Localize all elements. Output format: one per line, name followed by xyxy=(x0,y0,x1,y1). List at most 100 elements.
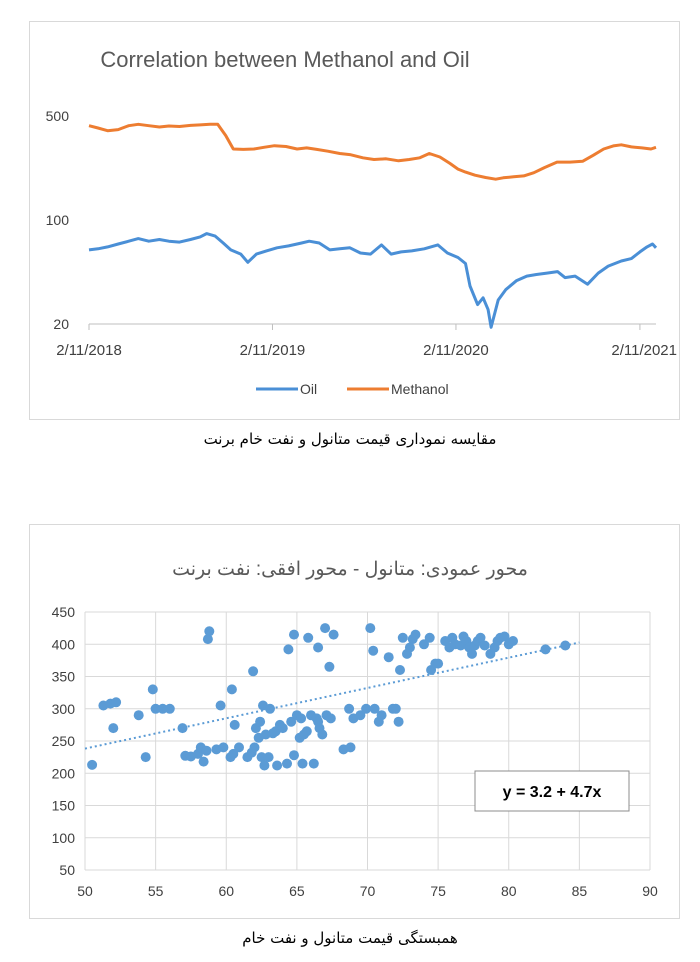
legend-label: Methanol xyxy=(391,381,449,397)
scatter-point xyxy=(204,626,215,637)
scatter-point xyxy=(313,642,324,653)
scatter-point xyxy=(248,666,259,677)
equation-box-frame xyxy=(474,770,630,812)
scatter-point xyxy=(328,629,339,640)
y-tick-label: 300 xyxy=(52,701,76,717)
x-tick-label: 50 xyxy=(77,883,93,899)
line-chart-axes: 500 100 20 2/11/2018 2/11/2019 2/11/2020 2/11/… xyxy=(46,108,677,359)
trendline-equation-box: y = 3.2 + 4.7x xyxy=(474,770,630,812)
scatter-point xyxy=(479,640,490,651)
series-line-oil xyxy=(88,232,658,329)
scatter-point xyxy=(218,742,229,753)
scatter-chart-gridlines xyxy=(84,611,651,871)
scatter-chart-axes: 50 100 150 200 250 300 350 400 450 50 55 60 65 70 75 80… xyxy=(52,604,658,899)
line-chart-panel: Correlation between Methanol and Oil 500… xyxy=(29,21,680,420)
y-tick-label: 500 xyxy=(46,108,70,124)
scatter-point xyxy=(234,742,244,753)
line-chart-series xyxy=(88,122,658,329)
legend-item-oil[interactable]: Oil xyxy=(256,381,317,397)
y-tick-label: 50 xyxy=(59,862,75,878)
scatter-point xyxy=(317,729,328,740)
x-tick-label: 2/11/2020 xyxy=(423,342,489,359)
line-chart-caption: مقایسه نموداری قیمت متانول و نفت خام برن… xyxy=(203,430,497,448)
x-tick-label: 85 xyxy=(572,883,588,899)
scatter-point xyxy=(272,760,283,771)
scatter-point xyxy=(404,642,415,653)
legend-label: Oil xyxy=(300,381,317,397)
trendline-equation: y = 3.2 + 4.7x xyxy=(503,784,602,801)
y-tick-label: 20 xyxy=(53,316,69,332)
scatter-point xyxy=(229,719,240,730)
scatter-point xyxy=(540,644,551,655)
scatter-point xyxy=(475,632,486,643)
y-tick-label: 150 xyxy=(52,798,76,814)
x-tick-label: 55 xyxy=(148,883,164,899)
x-tick-label: 2/11/2018 xyxy=(56,342,122,359)
scatter-chart-points xyxy=(87,623,571,771)
x-tick-label: 60 xyxy=(218,883,234,899)
scatter-point xyxy=(320,623,331,634)
scatter-point xyxy=(147,684,158,695)
scatter-point xyxy=(397,632,408,643)
y-tick-label: 100 xyxy=(52,830,76,846)
scatter-point xyxy=(228,748,239,759)
y-tick-label: 400 xyxy=(52,636,76,652)
y-tick-label: 450 xyxy=(52,604,76,620)
scatter-point xyxy=(560,640,571,651)
trendline xyxy=(84,641,580,750)
x-tick-label: 65 xyxy=(289,883,305,899)
scatter-chart-title: محور عمودی: متانول - محور افقی: نفت برنت xyxy=(172,559,528,580)
scatter-point xyxy=(376,710,387,721)
scatter-point xyxy=(215,700,226,711)
scatter-chart-trendline xyxy=(84,641,580,750)
series-line-methanol xyxy=(88,122,657,181)
scatter-point xyxy=(324,661,335,672)
scatter-point xyxy=(286,716,297,727)
scatter-point xyxy=(133,710,144,721)
y-tick-label: 200 xyxy=(52,765,76,781)
scatter-point xyxy=(198,756,209,767)
scatter-point xyxy=(508,636,518,646)
scatter-point xyxy=(87,759,98,770)
x-tick-label: 90 xyxy=(642,883,658,899)
scatter-point xyxy=(255,716,266,727)
scatter-point xyxy=(303,632,314,643)
scatter-point xyxy=(108,723,119,734)
scatter-point xyxy=(355,710,366,721)
scatter-point xyxy=(383,652,394,663)
scatter-chart: محور عمودی: متانول - محور افقی: نفت برنت… xyxy=(52,559,658,899)
scatter-point xyxy=(249,742,260,753)
x-tick-label: 2/11/2019 xyxy=(240,342,306,359)
y-tick-label: 100 xyxy=(46,212,70,228)
scatter-point xyxy=(433,658,444,669)
scatter-point xyxy=(277,723,288,734)
scatter-point xyxy=(202,634,213,645)
scatter-point xyxy=(164,703,175,714)
scatter-point xyxy=(369,703,380,714)
scatter-point xyxy=(410,629,421,640)
scatter-point xyxy=(365,623,376,634)
scatter-point xyxy=(345,742,356,753)
scatter-point xyxy=(424,632,435,643)
scatter-point xyxy=(140,752,151,763)
scatter-point xyxy=(393,716,404,727)
scatter-point xyxy=(201,745,212,756)
scatter-point xyxy=(301,726,312,737)
scatter-point xyxy=(263,752,274,763)
x-tick-label: 70 xyxy=(360,883,376,899)
x-tick-label: 75 xyxy=(430,883,446,899)
scatter-chart-panel: محور عمودی: متانول - محور افقی: نفت برنت… xyxy=(29,524,680,919)
scatter-point xyxy=(150,703,161,714)
legend-item-methanol[interactable]: Methanol xyxy=(347,381,449,397)
scatter-point xyxy=(289,750,299,761)
scatter-point xyxy=(325,713,336,724)
scatter-point xyxy=(177,723,188,734)
scatter-point xyxy=(308,758,319,769)
scatter-point xyxy=(256,752,267,763)
y-tick-label: 250 xyxy=(52,733,76,749)
x-tick-label: 80 xyxy=(501,883,517,899)
scatter-point xyxy=(157,703,168,714)
scatter-point xyxy=(368,645,379,656)
scatter-point xyxy=(265,703,275,714)
line-chart-legend[interactable]: Oil Methanol xyxy=(256,381,449,397)
